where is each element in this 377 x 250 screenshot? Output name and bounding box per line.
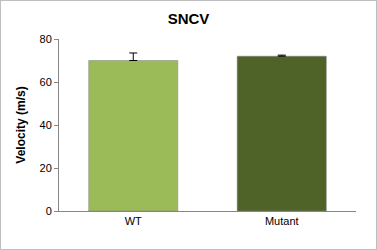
svg-text:40: 40 <box>40 119 52 131</box>
svg-text:SNCV: SNCV <box>168 10 210 27</box>
svg-text:80: 80 <box>40 33 52 45</box>
svg-text:Velocity (m/s): Velocity (m/s) <box>14 86 28 163</box>
svg-text:0: 0 <box>46 205 52 217</box>
svg-text:20: 20 <box>40 162 52 174</box>
svg-text:Mutant: Mutant <box>265 215 299 227</box>
svg-text:60: 60 <box>40 76 52 88</box>
svg-text:WT: WT <box>125 215 142 227</box>
